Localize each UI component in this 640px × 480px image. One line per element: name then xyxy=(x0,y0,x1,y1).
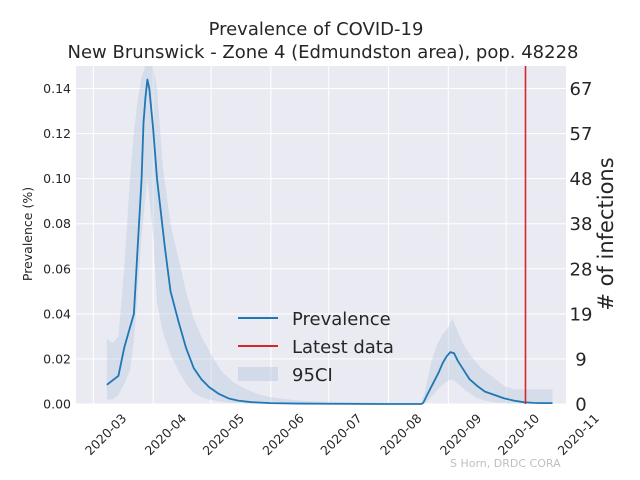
y-tick-label: 0.10 xyxy=(43,171,71,186)
legend-label-prevalence: Prevalence xyxy=(292,309,391,330)
right-y-tick-label: 19 xyxy=(570,304,593,325)
y-tick-label: 0.06 xyxy=(43,261,71,276)
y-tick-label: 0.00 xyxy=(43,397,71,412)
legend-label-95ci: 95CI xyxy=(292,365,333,386)
right-y-tick-label: 48 xyxy=(570,169,593,190)
right-y-tick-label: 9 xyxy=(575,349,586,370)
ci-band xyxy=(106,66,553,404)
chart-subtitle: New Brunswick - Zone 4 (Edmundston area)… xyxy=(68,42,579,63)
plot-area xyxy=(76,66,566,404)
chart-title: Prevalence of COVID-19 xyxy=(209,19,424,40)
right-y-ticks: 0 9 19 28 38 48 57 67 xyxy=(570,79,593,415)
legend: Prevalence Latest data 95CI xyxy=(238,309,394,386)
y-axis-label-right: # of infections xyxy=(594,157,618,310)
right-y-tick-label: 0 xyxy=(575,395,586,416)
y-axis-label: Prevalence (%) xyxy=(20,187,35,281)
y-tick-label: 0.08 xyxy=(43,216,71,231)
y-tick-label: 0.04 xyxy=(43,306,71,321)
prevalence-line xyxy=(106,78,553,405)
legend-label-latest-data: Latest data xyxy=(292,337,394,358)
y-tick-label: 0.12 xyxy=(43,126,71,141)
left-y-ticks: 0.00 0.02 0.04 0.06 0.08 0.10 0.12 0.14 xyxy=(43,81,71,411)
right-y-tick-label: 57 xyxy=(570,124,593,145)
y-tick-label: 0.14 xyxy=(43,81,71,96)
right-y-tick-label: 67 xyxy=(570,79,593,100)
y-tick-label: 0.02 xyxy=(43,351,71,366)
x-gridlines xyxy=(92,66,507,404)
right-y-tick-label: 38 xyxy=(570,214,593,235)
right-y-tick-label: 28 xyxy=(570,259,593,280)
credit-text: S Horn, DRDC CORA xyxy=(450,457,561,470)
legend-swatch-95ci xyxy=(238,367,278,381)
